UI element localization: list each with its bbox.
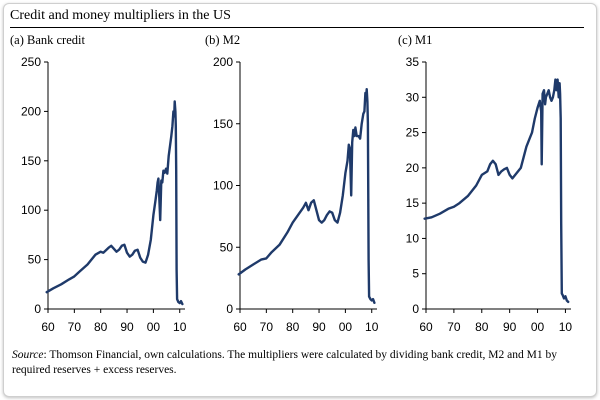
x-tick-label: 10: [173, 320, 187, 334]
figure-title: Credit and money multipliers in the US: [10, 8, 231, 23]
x-tick-label: 60: [233, 320, 247, 334]
x-tick-label: 60: [41, 320, 55, 334]
y-tick-label: 250: [21, 55, 41, 69]
x-tick-label: 90: [503, 320, 517, 334]
title-rule: [10, 27, 584, 28]
y-tick-label: 100: [213, 179, 233, 193]
y-tick-label: 35: [406, 55, 420, 69]
y-tick-label: 25: [406, 126, 420, 140]
x-tick-label: 80: [94, 320, 108, 334]
y-tick-label: 30: [406, 90, 420, 104]
y-tick-label: 5: [412, 267, 419, 281]
y-tick-label: 15: [406, 196, 420, 210]
figure-footer: Source: Thomson Financial, own calculati…: [12, 348, 584, 378]
figure-frame: [3, 3, 597, 397]
y-tick-label: 150: [213, 117, 233, 131]
y-tick-label: 200: [21, 104, 41, 118]
x-tick-label: 70: [447, 320, 461, 334]
x-tick-label: 00: [531, 320, 545, 334]
series-line: [45, 100, 184, 306]
x-tick-label: 90: [312, 320, 326, 334]
panel-title: (a) Bank credit: [10, 33, 85, 47]
panel-title: (c) M1: [398, 33, 432, 47]
x-tick-label: 60: [419, 320, 433, 334]
x-tick-label: 70: [260, 320, 274, 334]
y-tick-label: 0: [412, 302, 419, 316]
y-tick-label: 10: [406, 231, 420, 245]
chart-panel-0: (a) Bank credit 0 50 100 150 200 250 60 70 80 90 00…: [10, 33, 187, 334]
y-tick-label: 20: [406, 161, 420, 175]
y-tick-label: 50: [220, 240, 234, 254]
chart-panel-1: (b) M2 0 50 100 150 200 60 70 80 90 00 10: [205, 33, 379, 334]
y-tick-label: 50: [28, 253, 42, 267]
panel-title: (b) M2: [205, 33, 240, 47]
x-tick-label: 70: [68, 320, 82, 334]
series-line: [423, 78, 570, 304]
series-line: [237, 87, 376, 304]
source-label: Source: [12, 349, 44, 361]
y-tick-label: 200: [213, 55, 233, 69]
x-tick-label: 10: [559, 320, 573, 334]
x-tick-label: 80: [475, 320, 489, 334]
chart-panel-2: (c) M1 0 5 10 15 20 25 30 35 60 70 80 90 00 10: [398, 33, 572, 334]
x-tick-label: 00: [147, 320, 161, 334]
source-text: : Thomson Financial, own calculations. T…: [12, 349, 557, 376]
y-tick-label: 0: [34, 302, 41, 316]
y-tick-label: 0: [226, 302, 233, 316]
y-tick-label: 150: [21, 154, 41, 168]
x-tick-label: 90: [120, 320, 134, 334]
x-tick-label: 80: [286, 320, 300, 334]
x-tick-label: 10: [365, 320, 379, 334]
x-tick-label: 00: [339, 320, 353, 334]
y-tick-label: 100: [21, 203, 41, 217]
